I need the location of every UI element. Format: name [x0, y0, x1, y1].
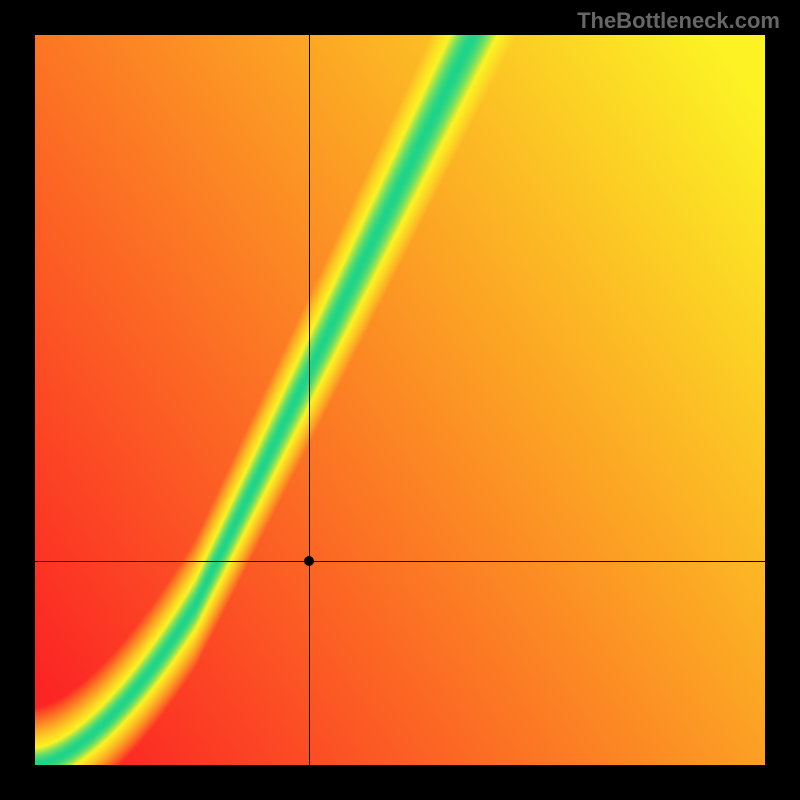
crosshair-horizontal: [35, 561, 765, 562]
attribution-text: TheBottleneck.com: [577, 8, 780, 34]
heatmap-plot: [35, 35, 765, 765]
heatmap-canvas: [35, 35, 765, 765]
crosshair-vertical: [309, 35, 310, 765]
crosshair-marker: [304, 556, 314, 566]
